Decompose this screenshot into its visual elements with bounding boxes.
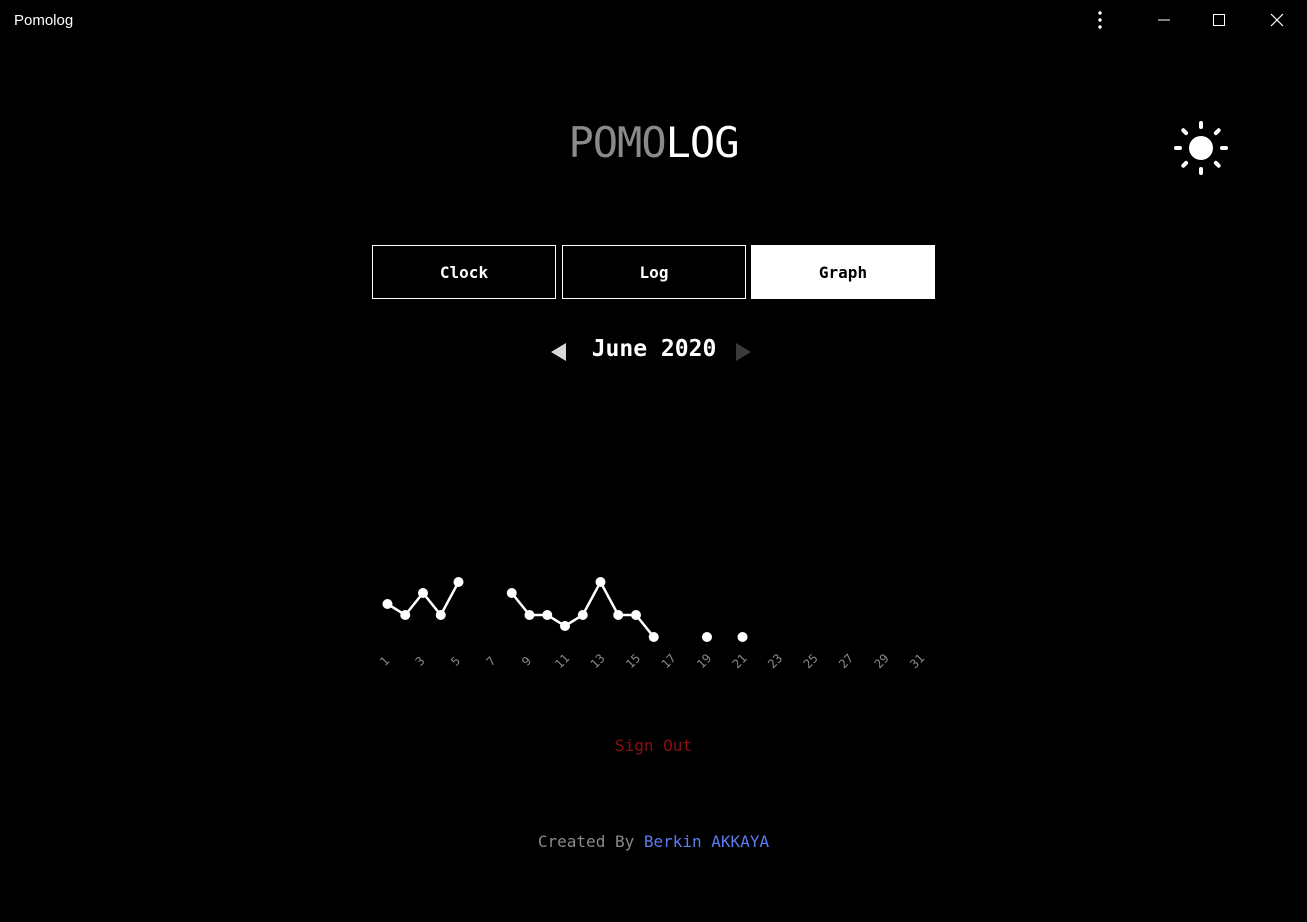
more-options-button[interactable] <box>1071 0 1129 40</box>
minimize-icon <box>1158 19 1170 21</box>
month-navigator: June 2020 <box>540 334 770 370</box>
triangle-left-icon <box>551 343 566 361</box>
close-button[interactable] <box>1248 0 1306 40</box>
x-tick-label: 17 <box>659 651 679 671</box>
logo-part-log: LOG <box>665 118 740 167</box>
tab-log[interactable]: Log <box>562 245 746 299</box>
logo-part-pomo: POMO <box>568 118 666 167</box>
next-month-button[interactable] <box>734 342 754 362</box>
x-tick-label: 23 <box>765 651 785 671</box>
series-line-segment-1 <box>386 581 460 618</box>
pomodoro-line-chart: 1 3 5 7 9 11 13 15 17 19 21 23 25 27 29 31 <box>377 577 927 671</box>
data-point-day-3[interactable] <box>418 588 428 598</box>
title-bar: Pomolog <box>0 0 1307 40</box>
x-tick-label: 13 <box>588 651 608 671</box>
close-icon <box>1270 13 1284 27</box>
x-tick-label: 11 <box>552 651 572 671</box>
app-logo: POMOLOG <box>0 118 1307 167</box>
data-point-day-2[interactable] <box>400 610 411 620</box>
x-tick-label: 31 <box>907 651 927 671</box>
prev-month-button[interactable] <box>548 342 568 362</box>
data-point-day-21[interactable] <box>737 632 748 642</box>
data-point-day-5[interactable] <box>453 577 464 587</box>
x-tick-label: 21 <box>730 651 750 671</box>
author-link[interactable]: Berkin AKKAYA <box>643 832 770 851</box>
data-point-day-1[interactable] <box>382 599 393 609</box>
x-tick-label: 9 <box>519 654 534 669</box>
x-tick-label: 1 <box>377 654 392 669</box>
x-tick-label: 19 <box>694 651 714 671</box>
data-point-day-9[interactable] <box>524 610 535 620</box>
theme-toggle-button[interactable] <box>1174 121 1228 175</box>
data-point-day-13[interactable] <box>595 577 606 587</box>
data-point-day-4[interactable] <box>435 610 446 620</box>
footer-prefix: Created By <box>537 832 644 851</box>
window-title: Pomolog <box>14 12 74 29</box>
tab-clock[interactable]: Clock <box>372 245 556 299</box>
data-point-day-15[interactable] <box>631 610 641 620</box>
x-tick-label: 7 <box>484 654 499 669</box>
data-point-day-10[interactable] <box>542 610 553 620</box>
sign-out-link[interactable]: Sign Out <box>614 736 693 755</box>
month-label: June 2020 <box>591 336 717 362</box>
data-point-day-16[interactable] <box>648 632 659 642</box>
data-point-day-8[interactable] <box>506 588 517 598</box>
x-tick-label: 15 <box>623 651 643 671</box>
x-tick-label: 3 <box>413 654 428 669</box>
maximize-button[interactable] <box>1190 0 1248 40</box>
sun-icon <box>1174 121 1228 175</box>
minimize-button[interactable] <box>1135 0 1193 40</box>
x-tick-label: 27 <box>836 651 856 671</box>
data-point-day-12[interactable] <box>577 610 588 620</box>
x-tick-label: 5 <box>448 654 463 669</box>
data-point-day-11[interactable] <box>560 621 570 631</box>
footer-credit: Created By Berkin AKKAYA <box>0 832 1307 851</box>
data-point-day-14[interactable] <box>613 610 624 620</box>
view-tabs: Clock Log Graph <box>372 245 935 299</box>
more-icon <box>1098 11 1102 29</box>
tab-graph[interactable]: Graph <box>751 245 935 299</box>
x-tick-label: 29 <box>872 651 892 671</box>
triangle-right-icon <box>736 343 751 361</box>
x-tick-label: 25 <box>801 651 821 671</box>
series-line-segment-2 <box>510 579 655 638</box>
data-point-day-19[interactable] <box>702 632 712 642</box>
maximize-icon <box>1213 14 1225 26</box>
